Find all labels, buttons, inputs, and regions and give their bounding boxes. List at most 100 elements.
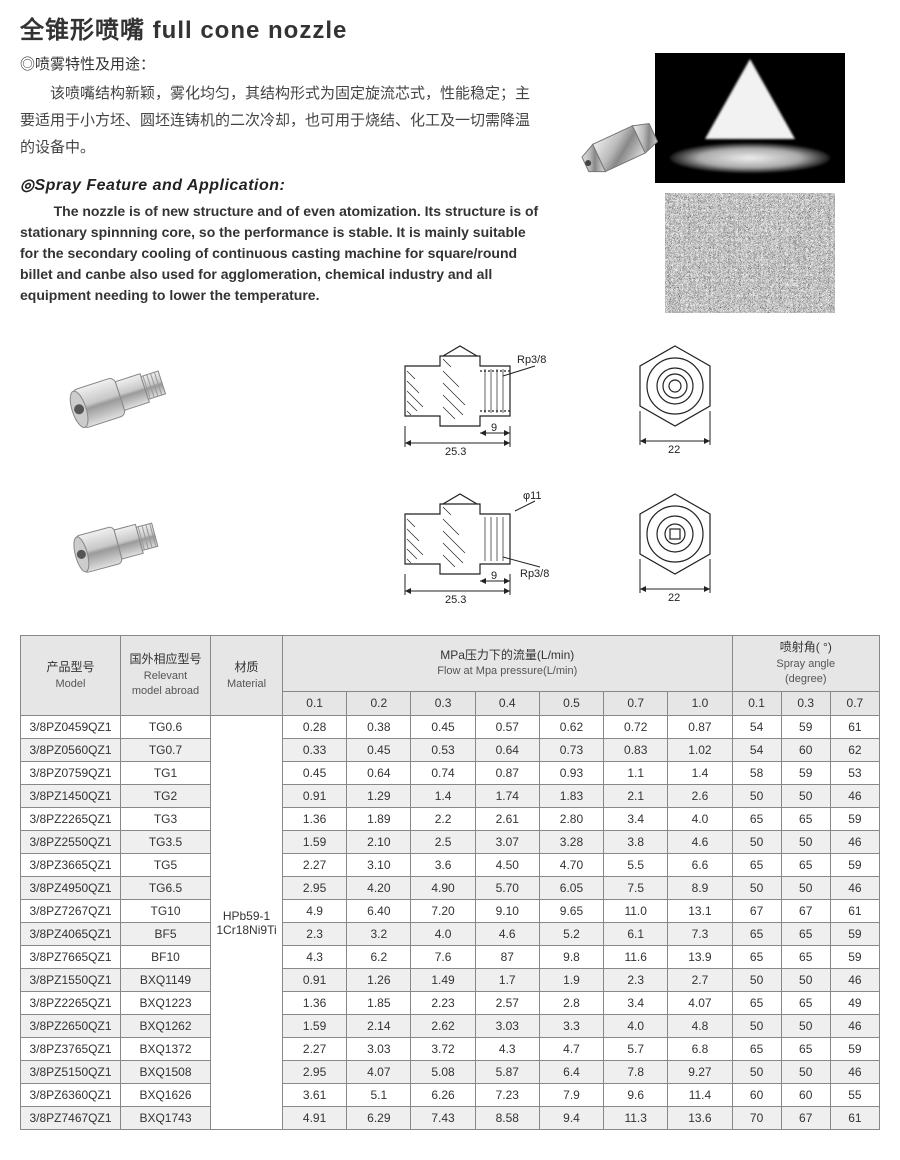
cell-flow: 3.03	[347, 1038, 411, 1061]
col-material-cn: 材质	[234, 660, 258, 674]
cell-angle: 65	[732, 992, 781, 1015]
col-p03: 0.3	[411, 691, 475, 716]
cell-model: 3/8PZ7665QZ1	[21, 946, 121, 969]
cell-flow: 3.10	[347, 854, 411, 877]
col-relevant-en1: Relevant	[144, 670, 187, 682]
cell-flow: 5.2	[539, 923, 603, 946]
table-row: 3/8PZ0459QZ1TG0.6HPb59-1 1Cr18Ni9Ti0.280…	[21, 716, 880, 739]
cell-angle: 54	[732, 716, 781, 739]
cell-flow: 4.9	[283, 900, 347, 923]
cell-angle: 58	[732, 762, 781, 785]
cell-flow: 0.57	[475, 716, 539, 739]
col-a07: 0.7	[830, 691, 879, 716]
col-flow-cn: MPa压力下的流量(L/min)	[440, 648, 574, 662]
cell-flow: 2.8	[539, 992, 603, 1015]
table-row: 3/8PZ0560QZ1TG0.70.330.450.530.640.730.8…	[21, 739, 880, 762]
cell-flow: 4.6	[668, 831, 732, 854]
cell-model: 3/8PZ3665QZ1	[21, 854, 121, 877]
diagram-row-2: φ11 Rp3/8 25.3 9 22	[20, 479, 880, 609]
dim-9: 9	[491, 422, 497, 434]
cell-angle: 60	[781, 1084, 830, 1107]
cell-angle: 46	[830, 969, 879, 992]
cell-angle: 54	[732, 739, 781, 762]
cell-flow: 1.36	[283, 808, 347, 831]
cell-relevant: BXQ1508	[121, 1061, 211, 1084]
cell-relevant: TG3	[121, 808, 211, 831]
cell-angle: 59	[830, 854, 879, 877]
cell-angle: 59	[830, 946, 879, 969]
cell-flow: 4.07	[347, 1061, 411, 1084]
cell-flow: 0.62	[539, 716, 603, 739]
col-model-cn: 产品型号	[46, 660, 94, 674]
cell-flow: 2.14	[347, 1015, 411, 1038]
cell-flow: 1.36	[283, 992, 347, 1015]
cell-model: 3/8PZ1450QZ1	[21, 785, 121, 808]
cell-flow: 9.6	[604, 1084, 668, 1107]
cell-angle: 65	[781, 854, 830, 877]
table-row: 3/8PZ2265QZ1BXQ12231.361.852.232.572.83.…	[21, 992, 880, 1015]
cell-flow: 8.9	[668, 877, 732, 900]
cell-flow: 7.43	[411, 1107, 475, 1130]
cell-model: 3/8PZ6360QZ1	[21, 1084, 121, 1107]
cell-flow: 5.08	[411, 1061, 475, 1084]
cell-relevant: BXQ1149	[121, 969, 211, 992]
cell-flow: 2.62	[411, 1015, 475, 1038]
cell-angle: 55	[830, 1084, 879, 1107]
table-row: 3/8PZ2265QZ1TG31.361.892.22.612.803.44.0…	[21, 808, 880, 831]
col-p10: 1.0	[668, 691, 732, 716]
cell-flow: 1.4	[411, 785, 475, 808]
dia-11-label: φ11	[523, 490, 542, 502]
cell-flow: 11.3	[604, 1107, 668, 1130]
cell-flow: 3.4	[604, 808, 668, 831]
cell-relevant: BF10	[121, 946, 211, 969]
cell-angle: 46	[830, 831, 879, 854]
cell-flow: 3.72	[411, 1038, 475, 1061]
cell-angle: 46	[830, 877, 879, 900]
cell-angle: 67	[781, 1107, 830, 1130]
cell-flow: 2.3	[283, 923, 347, 946]
cell-flow: 6.2	[347, 946, 411, 969]
cell-angle: 65	[781, 808, 830, 831]
col-material-en: Material	[227, 678, 266, 690]
table-header: 产品型号 Model 国外相应型号 Relevant model abroad …	[21, 636, 880, 716]
cell-angle: 46	[830, 785, 879, 808]
cell-flow: 9.10	[475, 900, 539, 923]
nozzle-photo-2	[20, 489, 220, 599]
cell-flow: 0.91	[283, 785, 347, 808]
spec-table: 产品型号 Model 国外相应型号 Relevant model abroad …	[20, 635, 880, 1130]
cell-flow: 3.28	[539, 831, 603, 854]
col-relevant-cn: 国外相应型号	[129, 652, 201, 666]
feature-heading-en: ◎Spray Feature and Application:	[20, 175, 544, 195]
cell-angle: 59	[781, 762, 830, 785]
cell-flow: 13.6	[668, 1107, 732, 1130]
cell-flow: 1.59	[283, 831, 347, 854]
cell-flow: 11.4	[668, 1084, 732, 1107]
col-p02: 0.2	[347, 691, 411, 716]
cell-angle: 50	[732, 785, 781, 808]
cell-flow: 6.4	[539, 1061, 603, 1084]
cell-flow: 0.83	[604, 739, 668, 762]
cell-relevant: BXQ1626	[121, 1084, 211, 1107]
cell-flow: 13.1	[668, 900, 732, 923]
cell-flow: 0.28	[283, 716, 347, 739]
cell-flow: 7.23	[475, 1084, 539, 1107]
description-block: ◎喷雾特性及用途： 该喷嘴结构新颖，雾化均匀，其结构形式为固定旋流芯式，性能稳定…	[20, 53, 544, 313]
cell-flow: 2.95	[283, 1061, 347, 1084]
cell-flow: 0.72	[604, 716, 668, 739]
cell-flow: 0.73	[539, 739, 603, 762]
cell-flow: 6.8	[668, 1038, 732, 1061]
cell-angle: 50	[781, 831, 830, 854]
table-row: 3/8PZ4950QZ1TG6.52.954.204.905.706.057.5…	[21, 877, 880, 900]
cell-flow: 7.5	[604, 877, 668, 900]
cell-flow: 3.03	[475, 1015, 539, 1038]
cell-flow: 2.6	[668, 785, 732, 808]
col-angle-cn: 喷射角( °)	[780, 640, 832, 654]
col-flow-en: Flow at Mpa pressure(L/min)	[437, 665, 577, 677]
cell-flow: 5.70	[475, 877, 539, 900]
cell-flow: 9.27	[668, 1061, 732, 1084]
page-title: 全锥形喷嘴 full cone nozzle	[20, 10, 880, 45]
cell-flow: 6.6	[668, 854, 732, 877]
nozzle-photo-1	[20, 336, 220, 456]
cell-flow: 2.2	[411, 808, 475, 831]
col-p04: 0.4	[475, 691, 539, 716]
